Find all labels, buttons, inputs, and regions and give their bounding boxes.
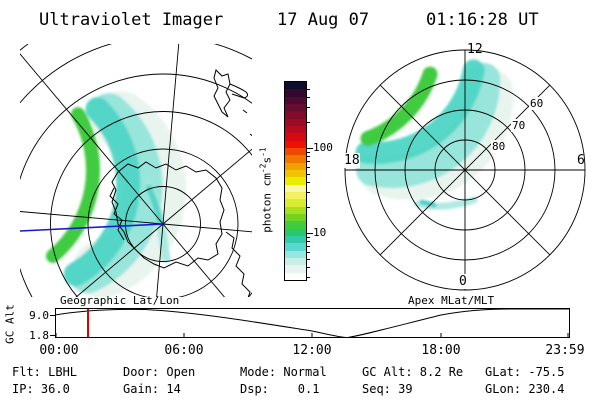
status-mode: Mode: Normal [240, 365, 327, 379]
ytick-mark-9 [50, 315, 55, 316]
xtick-2359: 23:59 [545, 343, 585, 358]
mlt-label-0: 0 [459, 274, 467, 289]
geographic-map-panel [20, 44, 252, 297]
status-glon: GLon: 230.4 [485, 382, 565, 396]
apex-polar-panel [344, 49, 586, 291]
status-ip: IP: 36.0 [12, 382, 70, 396]
orbit-track-line [20, 223, 164, 232]
mlt-spokes [345, 50, 585, 290]
status-door: Door: Open [123, 365, 196, 379]
xtick-1800: 18:00 [421, 343, 461, 358]
ytick-mark-1-8 [50, 335, 55, 336]
time-ut-label: 01:16:28 UT [426, 10, 539, 30]
mlt-label-18: 18 [344, 153, 360, 168]
left-panel-caption: Geographic Lat/Lon [60, 294, 180, 307]
status-dsp: Dsp: 0.1 [240, 382, 320, 396]
timeseries-ylabel: GC Alt [3, 304, 17, 344]
status-gain: Gain: 14 [123, 382, 181, 396]
gc-alt-curve [55, 308, 569, 338]
mlat-label-80: 80 [491, 140, 507, 153]
ytick-1-8: 1.8 [29, 329, 49, 342]
status-flt: Flt: LBHL [12, 365, 78, 379]
date-label: 17 Aug 07 [277, 10, 370, 30]
ytick-9: 9.0 [29, 309, 49, 322]
current-time-cursor [87, 309, 89, 337]
xtick-0000: 00:00 [39, 343, 79, 358]
right-panel-caption: Apex MLat/MLT [408, 294, 495, 307]
mlt-label-6: 6 [577, 153, 585, 168]
timeseries-box [55, 308, 570, 338]
hour-ticks [55, 333, 569, 337]
colorbar-tick-10: 10 [313, 226, 327, 239]
xtick-0600: 06:00 [164, 343, 204, 358]
mlat-label-60: 60 [529, 97, 545, 110]
aurora-image-right [355, 59, 514, 210]
mlt-label-12: 12 [467, 42, 483, 57]
aurora-image-left [46, 91, 187, 297]
mlat-label-70: 70 [511, 119, 527, 132]
status-seq: Seq: 39 [362, 382, 413, 396]
latitude-circles [20, 44, 252, 297]
xtick-1200: 12:00 [292, 343, 332, 358]
colorbar-ticks [306, 82, 314, 280]
instrument-title: Ultraviolet Imager [39, 10, 224, 30]
status-glat: GLat: -75.5 [485, 365, 565, 379]
meridian-lines [20, 44, 252, 297]
colorbar-gradient [284, 81, 307, 281]
colorbar-unit-label: photon cm-2s-1 [258, 147, 274, 233]
colorbar-tick-100: 100 [313, 141, 333, 154]
coastlines [109, 69, 252, 297]
timeseries-plot [55, 308, 569, 338]
status-gcalt: GC Alt: 8.2 Re [362, 365, 464, 379]
